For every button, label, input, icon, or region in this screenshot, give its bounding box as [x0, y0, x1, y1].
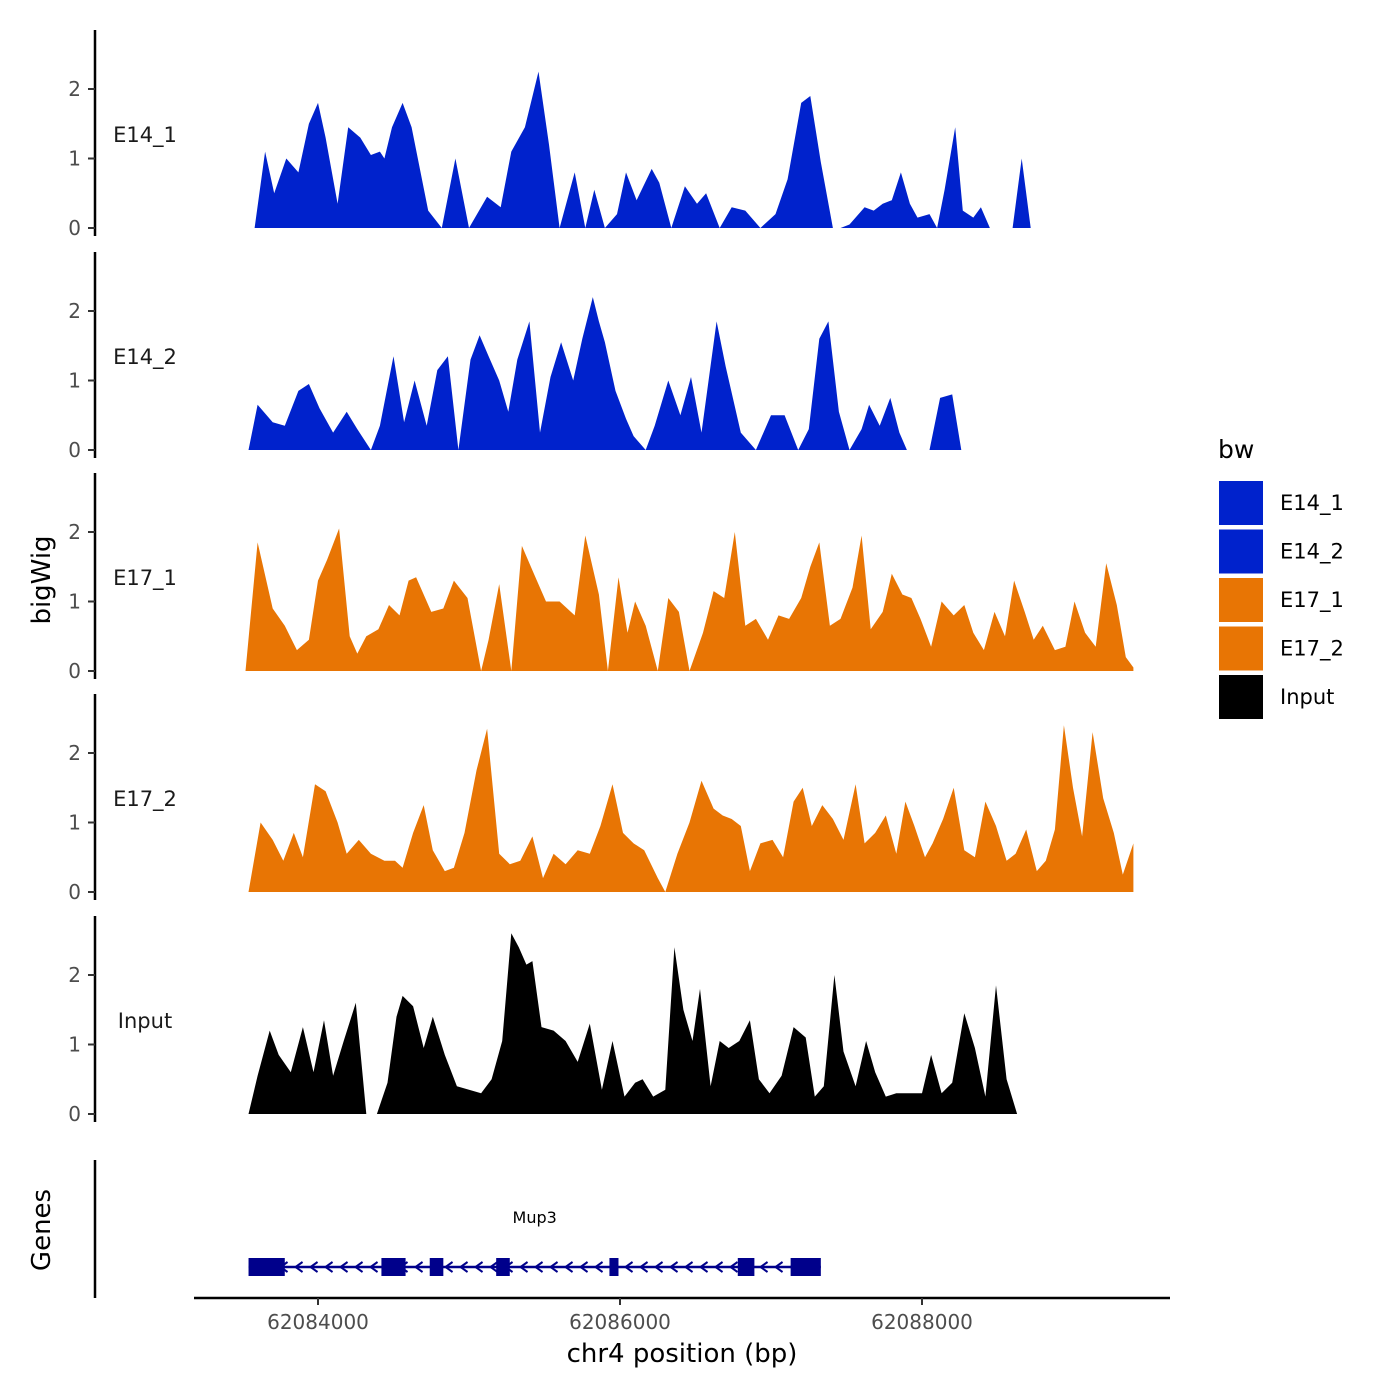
y-tick-label: 0: [68, 438, 81, 462]
track-label: E17_2: [113, 787, 177, 812]
strand-arrow: [668, 1261, 679, 1273]
gene-label: Mup3: [513, 1208, 557, 1227]
coverage-area-e17_2: [248, 725, 1134, 892]
track-e17_2: 0 1 2 E17_2: [68, 694, 1134, 904]
coverage-area-e14_1: [254, 71, 1134, 228]
y-tick-label: 1: [68, 590, 81, 614]
strand-arrow: [728, 1261, 739, 1273]
exon-block: [248, 1258, 285, 1276]
y-tick-label: 2: [68, 77, 81, 101]
legend-label: Input: [1280, 685, 1334, 709]
legend-swatch: [1219, 481, 1263, 525]
coverage-area-e14_2: [248, 297, 1134, 450]
strand-arrow: [323, 1261, 334, 1273]
track-label: E17_1: [113, 566, 177, 591]
x-axis: 62084000 62086000 62088000: [194, 1296, 1170, 1334]
y-tick-label: 0: [68, 659, 81, 683]
strand-arrow: [533, 1261, 544, 1273]
x-tick-label: 62084000: [267, 1310, 369, 1334]
strand-arrow: [368, 1261, 379, 1273]
strand-arrow: [593, 1261, 604, 1273]
strand-arrow: [548, 1261, 559, 1273]
strand-arrow: [338, 1261, 349, 1273]
legend-label: E17_1: [1280, 588, 1344, 613]
strand-arrow: [713, 1261, 724, 1273]
exon-block: [790, 1258, 821, 1276]
legend-item-e14_1: E14_1: [1219, 481, 1344, 525]
strand-arrow: [413, 1261, 424, 1273]
strand-arrow: [578, 1261, 589, 1273]
y-tick-label: 0: [68, 216, 81, 240]
coverage-area-input: [248, 933, 1134, 1114]
coverage-area-e17_1: [245, 528, 1134, 671]
gene-mup3: Mup3: [248, 1208, 821, 1276]
legend-swatch: [1219, 626, 1263, 671]
y-tick-label: 0: [68, 880, 81, 904]
exon-block: [496, 1258, 510, 1276]
x-tick-label: 62086000: [569, 1310, 671, 1334]
strand-arrow: [698, 1261, 709, 1273]
strand-arrow: [623, 1261, 634, 1273]
legend-label: E14_1: [1280, 491, 1344, 516]
track-e14_1: 0 1 2 E14_1: [68, 30, 1134, 240]
legend-swatch: [1219, 578, 1263, 622]
strand-arrow: [563, 1261, 574, 1273]
bigwig-tracks: 0 1 2 E14_1 0 1 2 E14_2 0 1 2 E17_1 0 1 2 E17_2 0 1 2 Input: [68, 30, 1134, 1126]
legend-item-e14_2: E14_2: [1219, 529, 1344, 574]
strand-arrow: [638, 1261, 649, 1273]
exon-block: [609, 1258, 619, 1276]
y-axis-title: bigWig: [27, 535, 57, 624]
y-tick-label: 2: [68, 741, 81, 765]
y-tick-label: 0: [68, 1102, 81, 1126]
exon-block: [737, 1258, 755, 1276]
legend-label: E17_2: [1280, 637, 1344, 662]
strand-arrow: [353, 1261, 364, 1273]
legend-item-input: Input: [1219, 675, 1334, 719]
x-axis-title: chr4 position (bp): [567, 1339, 798, 1369]
strand-arrow: [758, 1261, 769, 1273]
strand-arrow: [473, 1261, 484, 1273]
legend-swatch: [1219, 675, 1263, 719]
strand-arrow: [488, 1261, 499, 1273]
gene-panel-title: Genes: [27, 1189, 57, 1271]
legend: bw E14_1 E14_2 E17_1 E17_2 Input: [1218, 435, 1344, 719]
strand-arrow: [443, 1261, 454, 1273]
strand-arrow: [308, 1261, 319, 1273]
y-tick-label: 2: [68, 520, 81, 544]
exon-block: [429, 1258, 444, 1276]
legend-title: bw: [1218, 435, 1254, 464]
strand-arrow: [293, 1261, 304, 1273]
strand-arrow: [773, 1261, 784, 1273]
strand-arrow: [683, 1261, 694, 1273]
strand-arrow: [518, 1261, 529, 1273]
track-label: E14_2: [113, 345, 177, 370]
track-e14_2: 0 1 2 E14_2: [68, 252, 1134, 462]
track-label: Input: [118, 1009, 172, 1033]
exon-block: [381, 1258, 406, 1276]
gene-panel: Mup3: [93, 1160, 821, 1298]
y-tick-label: 1: [68, 147, 81, 171]
y-tick-label: 2: [68, 299, 81, 323]
track-label: E14_1: [113, 123, 177, 148]
strand-arrow: [458, 1261, 469, 1273]
x-tick-label: 62088000: [871, 1310, 973, 1334]
track-input: 0 1 2 Input: [68, 916, 1134, 1126]
legend-item-e17_2: E17_2: [1219, 626, 1344, 671]
track-e17_1: 0 1 2 E17_1: [68, 473, 1134, 683]
y-tick-label: 2: [68, 963, 81, 987]
legend-label: E14_2: [1280, 540, 1344, 565]
y-tick-label: 1: [68, 811, 81, 835]
y-tick-label: 1: [68, 1033, 81, 1057]
legend-item-e17_1: E17_1: [1219, 578, 1344, 622]
strand-arrow: [653, 1261, 664, 1273]
y-tick-label: 1: [68, 369, 81, 393]
legend-swatch: [1219, 529, 1263, 574]
